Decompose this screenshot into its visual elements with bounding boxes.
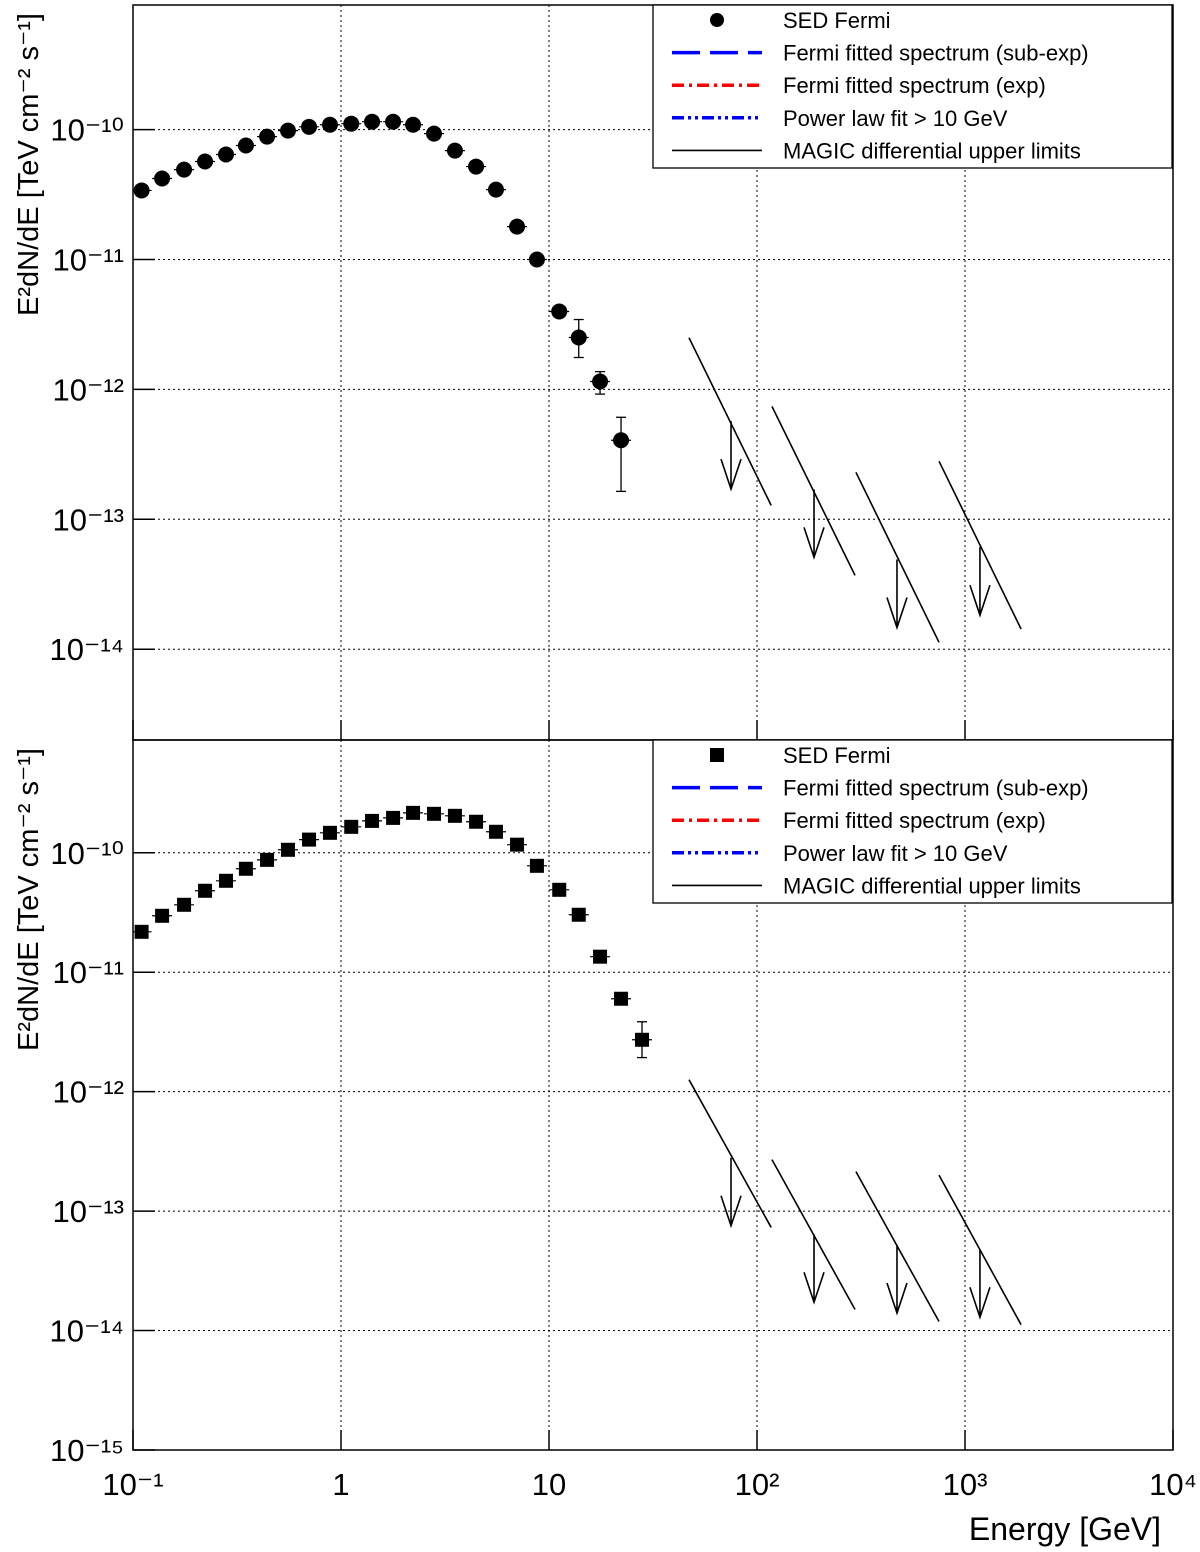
y-axis-title: E²dN/dE [TeV cm⁻² s⁻¹] bbox=[13, 748, 45, 1051]
upper-limit-line bbox=[688, 337, 772, 506]
x-tick-label: 10⁻¹ bbox=[102, 1467, 163, 1502]
y-tick-label: 10⁻¹³ bbox=[53, 1194, 125, 1229]
data-point bbox=[528, 251, 545, 268]
data-point bbox=[259, 128, 276, 145]
data-point bbox=[154, 170, 171, 187]
upper-limit-arrow bbox=[969, 1249, 991, 1320]
data-point bbox=[427, 806, 442, 821]
y-tick-label: 10⁻¹³ bbox=[53, 502, 125, 537]
legend-swatch bbox=[710, 13, 724, 27]
upper-limit-arrow bbox=[886, 559, 908, 631]
x-tick-label: 10 bbox=[532, 1467, 566, 1502]
upper-limit-arrow bbox=[803, 489, 825, 560]
data-point bbox=[280, 842, 295, 857]
upper-limit-arrow bbox=[969, 547, 991, 618]
data-point bbox=[321, 116, 338, 133]
x-tick-label: 10³ bbox=[943, 1467, 988, 1502]
upper-limit-line bbox=[688, 1079, 772, 1228]
data-point bbox=[301, 118, 318, 135]
legend-label: Fermi fitted spectrum (exp) bbox=[783, 808, 1046, 833]
data-point bbox=[302, 832, 317, 847]
data-point bbox=[446, 142, 463, 159]
data-point bbox=[344, 819, 359, 834]
y-tick-label: 10⁻¹² bbox=[53, 1075, 125, 1110]
data-point bbox=[197, 153, 214, 170]
data-point bbox=[155, 908, 170, 923]
data-point bbox=[570, 329, 587, 346]
plot-area bbox=[133, 805, 1022, 1326]
data-point bbox=[134, 924, 149, 939]
y-tick-label: 10⁻¹⁴ bbox=[50, 1314, 125, 1349]
x-axis-title: Energy [GeV] bbox=[969, 1511, 1161, 1547]
x-tick-label: 10⁴ bbox=[1149, 1467, 1197, 1502]
data-point bbox=[447, 808, 462, 823]
data-point bbox=[198, 883, 213, 898]
data-point bbox=[426, 125, 443, 142]
data-point bbox=[238, 861, 253, 876]
legend-label: Power law fit > 10 GeV bbox=[783, 106, 1008, 131]
data-point bbox=[529, 858, 544, 873]
legend-label: Fermi fitted spectrum (exp) bbox=[783, 73, 1046, 98]
legend-label: SED Fermi bbox=[783, 743, 891, 768]
data-point bbox=[488, 824, 503, 839]
x-tick-label: 1 bbox=[332, 1467, 349, 1502]
data-point bbox=[219, 873, 234, 888]
data-point bbox=[176, 161, 193, 178]
data-point bbox=[364, 113, 381, 130]
upper-limit-line bbox=[938, 460, 1022, 630]
x-tick-label: 10² bbox=[735, 1467, 780, 1502]
data-point bbox=[468, 158, 485, 175]
data-point bbox=[510, 837, 525, 852]
data-point bbox=[237, 137, 254, 154]
data-point bbox=[571, 907, 586, 922]
data-point bbox=[385, 113, 402, 130]
data-point bbox=[509, 218, 526, 235]
legend-label: Fermi fitted spectrum (sub-exp) bbox=[783, 776, 1089, 801]
y-tick-label: 10⁻¹⁵ bbox=[50, 1433, 124, 1468]
data-point bbox=[592, 373, 609, 390]
upper-limit-line bbox=[855, 471, 940, 643]
upper-limit-arrow bbox=[720, 1157, 742, 1229]
data-point bbox=[322, 825, 337, 840]
y-tick-label: 10⁻¹⁰ bbox=[50, 113, 124, 148]
data-point bbox=[551, 303, 568, 320]
upper-limit-arrow bbox=[886, 1245, 908, 1316]
data-point bbox=[593, 949, 608, 964]
data-point bbox=[613, 432, 630, 449]
y-tick-label: 10⁻¹⁴ bbox=[50, 632, 125, 667]
data-point bbox=[279, 122, 296, 139]
data-point bbox=[635, 1032, 650, 1047]
y-tick-label: 10⁻¹¹ bbox=[53, 955, 125, 990]
plot-area bbox=[133, 113, 1022, 643]
legend-label: MAGIC differential upper limits bbox=[783, 873, 1081, 898]
data-point bbox=[133, 182, 150, 199]
data-point bbox=[218, 146, 235, 163]
data-point bbox=[260, 852, 275, 867]
data-point bbox=[614, 991, 629, 1006]
data-point bbox=[487, 181, 504, 198]
y-tick-label: 10⁻¹⁰ bbox=[50, 836, 124, 871]
y-tick-label: 10⁻¹¹ bbox=[53, 242, 125, 277]
data-point bbox=[405, 116, 422, 133]
data-point bbox=[386, 810, 401, 825]
legend-label: Fermi fitted spectrum (sub-exp) bbox=[783, 41, 1089, 66]
legend-label: MAGIC differential upper limits bbox=[783, 138, 1081, 163]
legend-label: SED Fermi bbox=[783, 8, 891, 33]
data-point bbox=[343, 115, 360, 132]
data-point bbox=[365, 813, 380, 828]
legend-swatch bbox=[710, 748, 724, 762]
data-point bbox=[552, 882, 567, 897]
upper-limit-arrow bbox=[803, 1234, 825, 1305]
data-point bbox=[406, 805, 421, 820]
data-point bbox=[177, 897, 192, 912]
y-axis-title: E²dN/dE [TeV cm⁻² s⁻¹] bbox=[13, 13, 45, 316]
data-point bbox=[469, 814, 484, 829]
legend-label: Power law fit > 10 GeV bbox=[783, 841, 1008, 866]
y-tick-label: 10⁻¹² bbox=[53, 372, 125, 407]
upper-limit-arrow bbox=[720, 421, 742, 492]
